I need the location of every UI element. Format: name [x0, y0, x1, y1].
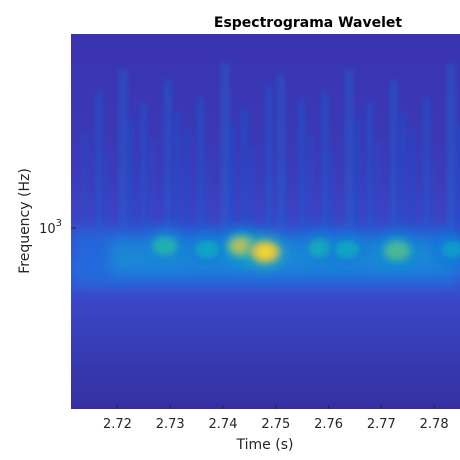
- energy-peak: [152, 236, 178, 256]
- streak: [174, 113, 179, 228]
- x-tick-label: 2.78: [420, 417, 449, 432]
- x-tick-label: 2.75: [261, 417, 290, 432]
- energy-peak: [440, 240, 460, 259]
- streak: [150, 140, 155, 228]
- streak: [376, 140, 381, 228]
- streak: [222, 63, 229, 228]
- streak: [266, 85, 272, 228]
- energy-peaks: [146, 230, 460, 268]
- streak: [128, 118, 134, 228]
- streak: [410, 129, 415, 228]
- streak: [431, 157, 436, 228]
- streak: [299, 99, 305, 228]
- plot-area: [71, 34, 460, 409]
- streak: [284, 162, 288, 228]
- energy-peak: [308, 239, 334, 258]
- streak: [354, 118, 360, 228]
- streak: [448, 63, 455, 228]
- y-axis-tick: 103: [39, 218, 76, 237]
- x-tick-label: 2.77: [367, 417, 396, 432]
- streak: [242, 107, 248, 228]
- x-tick-label: 2.76: [314, 417, 343, 432]
- streak: [308, 135, 313, 228]
- streak: [230, 124, 235, 228]
- streak: [322, 91, 328, 228]
- streak: [423, 96, 429, 228]
- y-axis-label: Frequency (Hz): [17, 168, 33, 274]
- x-tick-label: 2.73: [156, 417, 185, 432]
- x-axis-ticks: 2.72 2.73 2.74 2.75 2.76 2.77 2.78: [103, 405, 449, 432]
- streak: [197, 96, 203, 228]
- streak: [400, 113, 405, 228]
- streak: [164, 80, 171, 228]
- streak: [96, 91, 102, 228]
- energy-peak: [383, 240, 411, 261]
- streak: [251, 146, 256, 228]
- streak: [390, 80, 397, 228]
- x-tick-label: 2.72: [103, 417, 132, 432]
- streak: [456, 124, 460, 228]
- streak: [367, 102, 372, 228]
- energy-peak-core: [235, 241, 248, 252]
- streak: [141, 102, 146, 228]
- x-axis-label: Time (s): [236, 437, 294, 453]
- energy-peak: [334, 240, 360, 259]
- streak: [278, 74, 284, 228]
- energy-peak: [194, 240, 220, 259]
- streak: [184, 129, 189, 228]
- upper-streaks: [82, 63, 460, 228]
- energy-peak-core: [259, 246, 272, 257]
- streak: [346, 69, 352, 228]
- streak: [104, 151, 108, 228]
- streak: [120, 69, 126, 228]
- streak: [205, 157, 210, 228]
- chart-title: Espectrograma Wavelet: [214, 15, 403, 31]
- y-tick-label: 103: [39, 218, 62, 237]
- streak: [82, 135, 87, 228]
- streak: [330, 151, 334, 228]
- x-tick-label: 2.74: [209, 417, 238, 432]
